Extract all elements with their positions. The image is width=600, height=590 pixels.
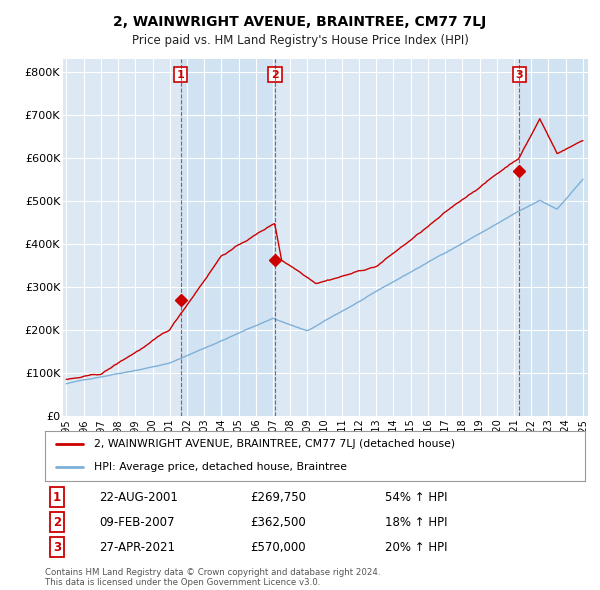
- Text: Price paid vs. HM Land Registry's House Price Index (HPI): Price paid vs. HM Land Registry's House …: [131, 34, 469, 47]
- Text: 18% ↑ HPI: 18% ↑ HPI: [385, 516, 448, 529]
- Text: 2: 2: [271, 70, 279, 80]
- Text: 3: 3: [53, 540, 61, 554]
- Text: £570,000: £570,000: [250, 540, 306, 554]
- Text: 1: 1: [177, 70, 185, 80]
- Bar: [275, 59, 520, 416]
- Text: 54% ↑ HPI: 54% ↑ HPI: [385, 490, 448, 504]
- Text: 2, WAINWRIGHT AVENUE, BRAINTREE, CM77 7LJ: 2, WAINWRIGHT AVENUE, BRAINTREE, CM77 7L…: [113, 15, 487, 29]
- Text: 20% ↑ HPI: 20% ↑ HPI: [385, 540, 448, 554]
- Text: £362,500: £362,500: [250, 516, 306, 529]
- Text: 2: 2: [53, 516, 61, 529]
- Text: Contains HM Land Registry data © Crown copyright and database right 2024.
This d: Contains HM Land Registry data © Crown c…: [45, 568, 380, 587]
- Text: 09-FEB-2007: 09-FEB-2007: [99, 516, 175, 529]
- Text: 1: 1: [53, 490, 61, 504]
- Text: 22-AUG-2001: 22-AUG-2001: [99, 490, 178, 504]
- Text: 3: 3: [515, 70, 523, 80]
- Text: £269,750: £269,750: [250, 490, 306, 504]
- Text: 27-APR-2021: 27-APR-2021: [99, 540, 175, 554]
- Text: HPI: Average price, detached house, Braintree: HPI: Average price, detached house, Brai…: [94, 463, 347, 473]
- Text: 2, WAINWRIGHT AVENUE, BRAINTREE, CM77 7LJ (detached house): 2, WAINWRIGHT AVENUE, BRAINTREE, CM77 7L…: [94, 439, 455, 449]
- Bar: [181, 59, 275, 416]
- Bar: [520, 59, 588, 416]
